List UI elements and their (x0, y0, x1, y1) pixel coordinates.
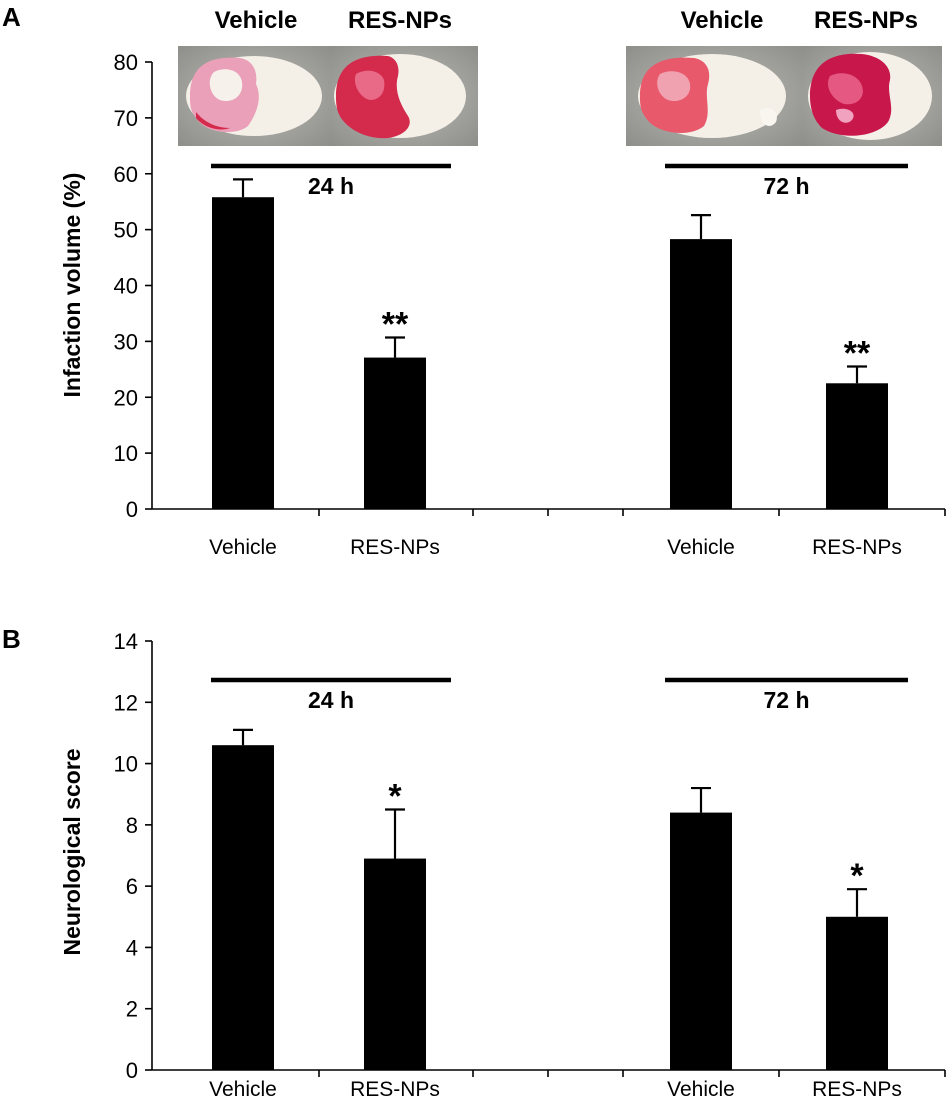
chart-a-x-ticks: Vehicle RES-NPs Vehicle RES-NPs (209, 536, 902, 559)
chart-b-ylabel: Neurological score (59, 748, 85, 955)
chart-a-y-tick-label: 10 (114, 441, 138, 466)
chart-b-bar-4 (826, 916, 888, 1070)
chart-b-significance-4: * (850, 857, 864, 895)
chart-a-ylabel: Infaction volume (%) (59, 173, 85, 398)
chart-b-group-brackets: 24 h 72 h (211, 677, 908, 713)
panel-letter-a: A (2, 2, 21, 32)
chart-b-x-ticks: Vehicle RES-NPs Vehicle RES-NPs (209, 1078, 902, 1101)
chart-b-y-tick-label: 8 (126, 813, 138, 838)
chart-b-category-label-3: Vehicle (667, 1078, 735, 1101)
photo-label-24h-res-nps: RES-NPs (348, 7, 452, 34)
photo-label-72h-res-nps: RES-NPs (814, 7, 918, 34)
chart-a-significance-4: ** (844, 335, 871, 373)
chart-a-y-tick-label: 60 (114, 162, 138, 187)
chart-a-bar-4 (826, 383, 888, 509)
chart-a-bar-1 (212, 197, 274, 509)
chart-b-bar-3 (670, 812, 732, 1070)
chart-a-y-tick-label: 40 (114, 274, 138, 299)
chart-a-bar-2 (364, 357, 426, 509)
chart-a-group-label-2: 72 h (763, 173, 809, 199)
chart-a-category-label-4: RES-NPs (812, 536, 902, 559)
brain-slice-photo-72h-res-nps (802, 46, 942, 146)
chart-b-significance-2: * (388, 778, 402, 816)
chart-b-category-label-1: Vehicle (209, 1078, 277, 1101)
brain-slice-photo-24h-res-nps (330, 46, 478, 146)
chart-a-y-tick-label: 50 (114, 218, 138, 243)
chart-b-y-ticks: 0 2 4 6 8 10 12 14 (114, 629, 946, 1083)
chart-a-y-tick-label: 70 (114, 106, 138, 131)
photo-label-24h-vehicle: Vehicle (215, 7, 298, 34)
chart-b-group-label-2: 72 h (763, 687, 809, 713)
chart-a-bars: ** ** (212, 178, 888, 509)
chart-a-category-label-3: Vehicle (667, 536, 735, 559)
chart-b-y-tick-label: 4 (126, 935, 138, 960)
chart-a-group-brackets: 24 h 72 h (211, 163, 908, 199)
chart-b-y-tick-label: 6 (126, 874, 138, 899)
panel-letter-b: B (2, 624, 21, 654)
chart-a-y-ticks: 0 10 20 30 40 50 60 70 80 (114, 50, 946, 522)
chart-b-group-label-1: 24 h (308, 687, 354, 713)
chart-a-bar-3 (670, 239, 732, 509)
chart-b-bar-1 (212, 745, 274, 1070)
chart-a-category-label-1: Vehicle (209, 536, 277, 559)
photo-label-72h-vehicle: Vehicle (681, 7, 764, 34)
chart-a-y-tick-label: 30 (114, 329, 138, 354)
chart-a-group-label-1: 24 h (308, 173, 354, 199)
chart-b-y-tick-label: 14 (114, 629, 138, 654)
chart-b-y-tick-label: 0 (126, 1058, 138, 1083)
chart-a-y-tick-label: 20 (114, 385, 138, 410)
chart-a-y-tick-label: 0 (126, 497, 138, 522)
chart-b-y-tick-label: 2 (126, 997, 138, 1022)
chart-a-significance-2: ** (382, 305, 409, 343)
chart-a-y-tick-label: 80 (114, 50, 138, 75)
chart-a-category-label-2: RES-NPs (350, 536, 440, 559)
brain-slice-photo-24h-vehicle (178, 46, 330, 146)
chart-b-category-label-4: RES-NPs (812, 1078, 902, 1101)
chart-b-y-tick-label: 10 (114, 752, 138, 777)
chart-a-infarction-volume: 0 10 20 30 40 50 60 70 80 ** ** 24 h 72 h Vehicle R… (59, 50, 946, 559)
chart-b-y-tick-label: 12 (114, 690, 138, 715)
chart-b-category-label-2: RES-NPs (350, 1078, 440, 1101)
chart-b-bars: ** (212, 728, 888, 1070)
chart-b-bar-2 (364, 858, 426, 1070)
brain-slice-photo-72h-vehicle (626, 46, 802, 146)
